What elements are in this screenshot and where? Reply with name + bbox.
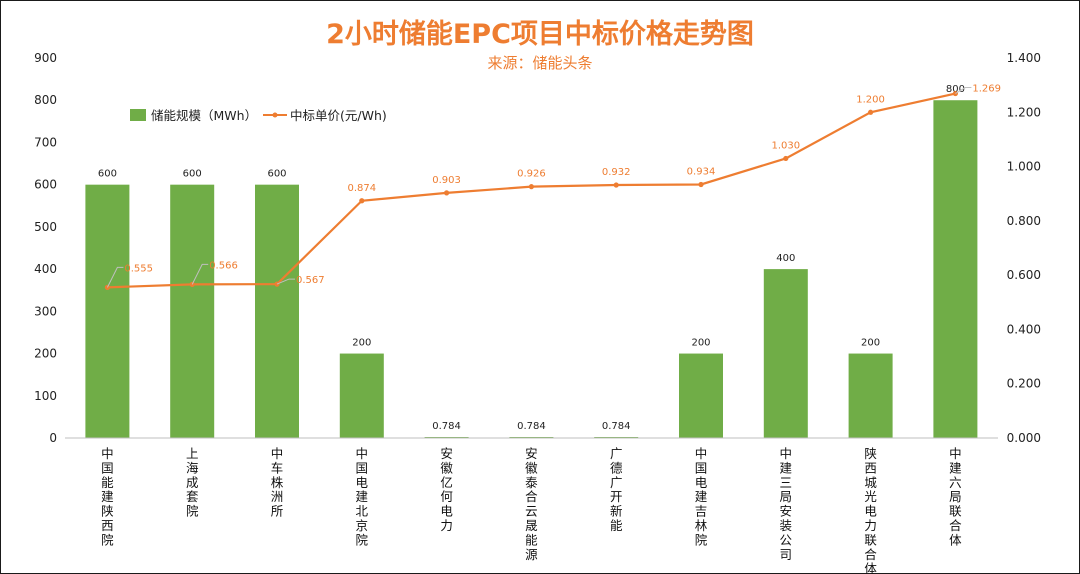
price-value-label: 0.555 <box>124 263 153 274</box>
bar <box>848 353 893 438</box>
right-axis-tick-label: 0.400 <box>1007 322 1041 336</box>
category-label: 安徽亿何电力 <box>440 446 453 533</box>
bar-data-labels: 600 600 600 200 0.784 0.784 0.784 200 400 200 800 <box>98 84 965 432</box>
chart-subtitle: 来源：储能头条 <box>487 54 593 72</box>
right-axis: 0.000 0.200 0.400 0.600 0.800 1.000 1.200 1.400 <box>1007 51 1041 445</box>
category-label: 中车株洲所 <box>271 446 284 519</box>
label-leader-line <box>955 87 972 94</box>
bar-value-label: 0.784 <box>432 421 461 432</box>
price-point <box>444 190 450 196</box>
right-axis-tick-label: 1.000 <box>1007 160 1041 174</box>
right-axis-tick-label: 1.200 <box>1007 105 1041 119</box>
left-axis-tick-label: 400 <box>34 262 57 276</box>
right-axis-tick-label: 0.800 <box>1007 214 1041 228</box>
price-value-label: 1.200 <box>856 94 885 105</box>
category-label: 陕西城光电力联合体 <box>864 446 877 574</box>
label-leader-line <box>106 266 124 288</box>
label-leader-line <box>276 278 295 285</box>
price-value-label: 1.269 <box>972 84 1001 95</box>
left-axis-tick-label: 500 <box>34 220 57 234</box>
bar <box>339 353 384 438</box>
legend-line-marker <box>272 112 278 118</box>
price-value-label: 0.566 <box>209 260 238 271</box>
bar <box>679 353 723 438</box>
price-point <box>359 198 365 204</box>
line-series: 0.555 0.566 0.567 0.874 0.903 0.926 0.932 0.934… <box>104 84 1001 290</box>
category-label: 中建三局安装公司 <box>780 446 793 562</box>
bar <box>170 184 215 438</box>
left-axis: 0 100 200 300 400 500 600 700 800 900 <box>34 51 57 445</box>
left-axis-tick-label: 800 <box>34 93 57 107</box>
price-value-label: 0.932 <box>602 167 631 178</box>
left-axis-tick-label: 0 <box>49 431 57 445</box>
price-point <box>868 109 874 115</box>
legend-bar-label: 储能规模（MWh） <box>151 108 257 123</box>
left-axis-tick-label: 700 <box>34 135 57 149</box>
bar <box>255 184 299 438</box>
category-label: 安徽泰合云晟能源 <box>525 446 538 562</box>
right-axis-tick-label: 0.000 <box>1007 431 1041 445</box>
legend-line-label: 中标单价(元/Wh) <box>290 108 387 123</box>
bar-value-label: 0.784 <box>517 421 546 432</box>
price-point <box>783 155 789 162</box>
left-axis-tick-label: 900 <box>34 51 57 65</box>
price-point <box>613 182 619 188</box>
bar-value-label: 600 <box>98 169 117 180</box>
category-labels: 中国能建陕西院 上海成套院 中车株洲所 中国电建北京院 安徽亿何电力 安徽泰合云晟能源 广德… <box>101 446 962 574</box>
category-label: 上海成套院 <box>186 446 199 519</box>
bar <box>763 269 808 438</box>
price-value-label: 0.934 <box>687 166 716 177</box>
price-value-label: 0.903 <box>432 175 461 186</box>
bar-value-label: 200 <box>861 338 880 349</box>
category-label: 中国能建陕西院 <box>101 446 114 547</box>
category-label: 广德广开新能 <box>610 446 623 533</box>
bar-series <box>85 100 978 438</box>
label-leader-line <box>191 263 209 285</box>
bar-value-label: 800 <box>946 84 965 95</box>
bar <box>85 184 130 438</box>
chart-title: 2小时储能EPC项目中标价格走势图 <box>326 19 754 50</box>
bar <box>933 100 978 438</box>
bar-value-label: 400 <box>776 253 795 264</box>
legend-bar-swatch <box>130 109 146 121</box>
price-value-label: 1.030 <box>771 140 800 151</box>
left-axis-tick-label: 600 <box>34 178 57 192</box>
price-point <box>528 184 535 190</box>
category-label: 中国电建北京院 <box>356 446 369 547</box>
bar-value-label: 200 <box>352 338 371 349</box>
bar-value-label: 0.784 <box>602 421 631 432</box>
price-value-label: 0.567 <box>296 275 325 286</box>
right-axis-tick-label: 0.600 <box>1007 268 1041 282</box>
price-value-label: 0.926 <box>517 169 546 180</box>
left-axis-tick-label: 100 <box>34 389 57 403</box>
category-label: 中国电建吉林院 <box>695 446 708 547</box>
left-axis-tick-label: 300 <box>34 304 57 318</box>
right-axis-tick-label: 1.400 <box>1007 51 1041 65</box>
category-label: 中建六局联合体 <box>949 446 962 547</box>
price-value-label: 0.874 <box>347 183 376 194</box>
legend: 储能规模（MWh） 中标单价(元/Wh) <box>130 108 387 123</box>
price-point <box>698 181 704 188</box>
bar-value-label: 600 <box>183 169 202 180</box>
left-axis-tick-label: 200 <box>34 347 57 361</box>
right-axis-tick-label: 0.200 <box>1007 377 1041 391</box>
price-point <box>189 281 195 287</box>
bar-value-label: 200 <box>691 338 710 349</box>
bar-value-label: 600 <box>267 169 286 180</box>
